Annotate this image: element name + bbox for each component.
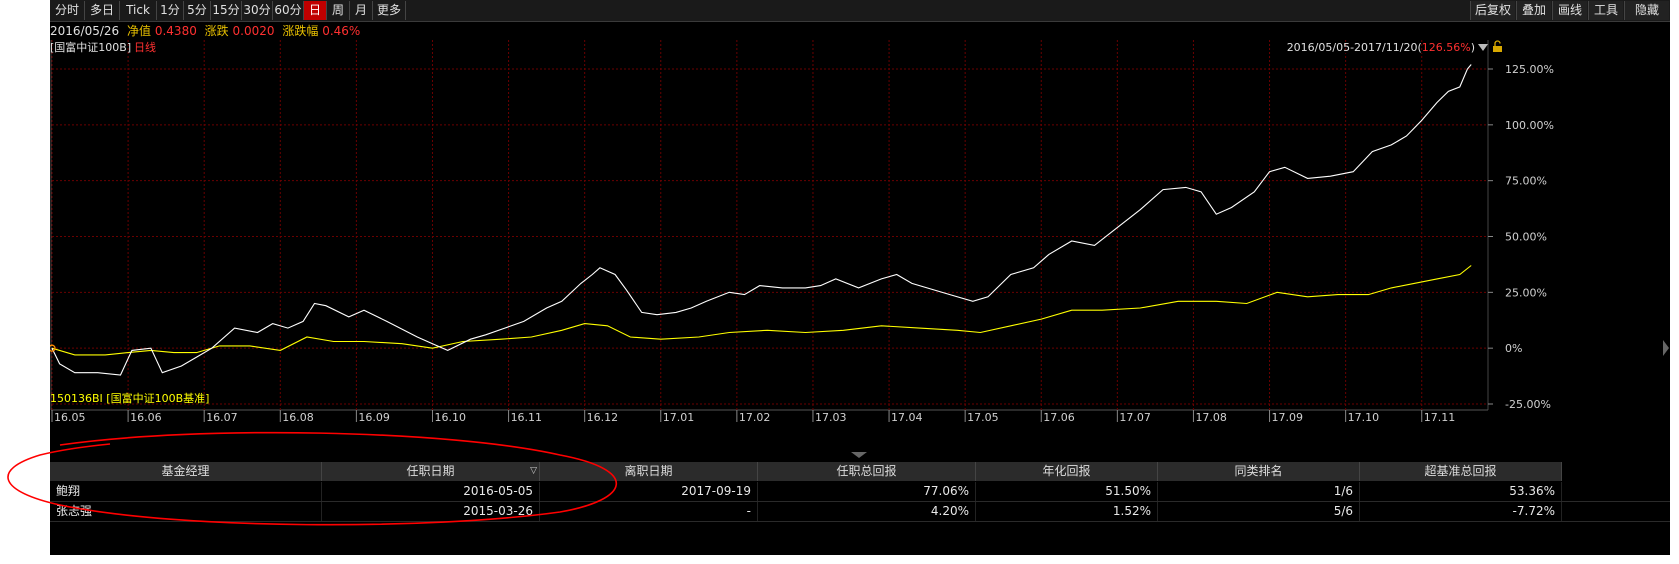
right-scroll-strip[interactable] xyxy=(1662,40,1670,450)
y-tick-label: 25.00% xyxy=(1505,286,1547,299)
col-rank[interactable]: 同类排名 xyxy=(1158,462,1360,481)
quote-bar: 2016/05/26 净值 0.4380 涨跌 0.0020 涨跌幅 0.46% xyxy=(50,22,364,40)
x-tick-label: 17.06 xyxy=(1043,411,1075,424)
table-row[interactable]: 张志强 2015-03-26 - 4.20% 1.52% 5/6 -7.72% xyxy=(50,502,1670,522)
y-tick-label: 0% xyxy=(1505,342,1522,355)
benchmark-series-line xyxy=(51,265,1472,356)
y-tick-label: 75.00% xyxy=(1505,175,1547,188)
x-tick-label: 17.04 xyxy=(891,411,923,424)
tab-2[interactable]: 多日 xyxy=(85,1,120,20)
y-tick-label: 50.00% xyxy=(1505,231,1547,244)
tab-1[interactable]: 分时 xyxy=(50,1,85,20)
col-total-return[interactable]: 任职总回报 xyxy=(758,462,976,481)
tab-4[interactable]: 1分 xyxy=(157,1,184,20)
cell-manager: 鲍翔 xyxy=(50,482,322,501)
cell-start-date: 2015-03-26 xyxy=(322,502,540,521)
x-tick-label: 17.03 xyxy=(815,411,847,424)
table-row[interactable]: 鲍翔 2016-05-05 2017-09-19 77.06% 51.50% 1… xyxy=(50,482,1670,502)
change-label: 涨跌 xyxy=(204,24,229,38)
tool-button-2[interactable]: 叠加 xyxy=(1516,1,1551,20)
tab-3[interactable]: Tick xyxy=(120,1,157,20)
change-pct-value: 0.46% xyxy=(322,24,361,38)
col-excess-return[interactable]: 超基准总回报 xyxy=(1360,462,1562,481)
tool-buttons: 后复权 叠加 画线 工具 隐藏 xyxy=(1470,0,1670,21)
start-marker xyxy=(50,344,56,352)
tool-button-1[interactable]: 后复权 xyxy=(1470,1,1515,20)
chart-grid xyxy=(51,40,1488,410)
y-axis: 125.00% 100.00% 75.00% 50.00% 25.00% 0% -25.00… xyxy=(1488,63,1554,411)
table-header: 基金经理 任职日期 ▽ 离职日期 任职总回报 年化回报 同类排名 超基准总回报 xyxy=(50,462,1670,481)
change-value: 0.0020 xyxy=(232,24,275,38)
chart-series xyxy=(51,64,1472,376)
panel-resize-handle[interactable] xyxy=(851,452,867,458)
x-tick-label: 16.05 xyxy=(54,411,86,424)
col-manager[interactable]: 基金经理 xyxy=(50,462,322,481)
lock-icon[interactable] xyxy=(1493,40,1502,52)
col-start-date[interactable]: 任职日期 ▽ xyxy=(322,462,540,481)
cell-end-date: 2017-09-19 xyxy=(540,482,758,501)
tab-10[interactable]: 周 xyxy=(327,1,350,20)
quote-date: 2016/05/26 xyxy=(50,24,120,38)
cell-annual-return: 51.50% xyxy=(976,482,1158,501)
toolbar: 分时 多日 Tick 1分 5分 15分 30分 60分日周月更多 后复权 叠加 画线 工具 隐藏 xyxy=(50,0,1670,22)
cell-annual-return: 1.52% xyxy=(976,502,1158,521)
col-start-date-label: 任职日期 xyxy=(406,464,455,478)
fund-series-line xyxy=(51,64,1472,376)
chart-fund-name: [国富中证100B] xyxy=(50,40,131,54)
y-tick-label: 100.00% xyxy=(1505,119,1554,132)
range-dates: 2016/05/05-2017/11/20( xyxy=(1287,41,1422,54)
x-tick-label: 17.01 xyxy=(663,411,695,424)
cell-rank: 5/6 xyxy=(1158,502,1360,521)
x-tick-label: 16.12 xyxy=(587,411,619,424)
change-pct-label: 涨跌幅 xyxy=(282,24,319,38)
range-return: 126.56% xyxy=(1422,41,1471,54)
col-end-date[interactable]: 离职日期 xyxy=(540,462,758,481)
x-tick-label: 16.11 xyxy=(511,411,542,424)
tab-6[interactable]: 15分 xyxy=(211,1,242,20)
x-tick-label: 17.07 xyxy=(1119,411,1151,424)
x-tick-label: 16.06 xyxy=(130,411,162,424)
tab-5[interactable]: 5分 xyxy=(184,1,211,20)
cell-end-date: - xyxy=(540,502,758,521)
range-close: ) xyxy=(1471,41,1475,54)
fund-chart-window: 分时 多日 Tick 1分 5分 15分 30分 60分日周月更多 后复权 叠加 画线 工具 隐藏 2… xyxy=(50,0,1670,555)
nav-label: 净值 xyxy=(127,24,152,38)
tool-button-3[interactable]: 画线 xyxy=(1552,1,1587,20)
x-tick-label: 17.02 xyxy=(739,411,771,424)
tool-button-4[interactable]: 工具 xyxy=(1588,1,1623,20)
x-tick-label: 17.08 xyxy=(1195,411,1227,424)
y-tick-label: 125.00% xyxy=(1505,63,1554,76)
benchmark-legend: 150136BI [国富中证100B基准] xyxy=(50,391,209,405)
cell-total-return: 77.06% xyxy=(758,482,976,501)
cell-manager: 张志强 xyxy=(50,502,322,521)
tab-11[interactable]: 月 xyxy=(350,1,373,20)
col-annual-return[interactable]: 年化回报 xyxy=(976,462,1158,481)
cell-excess-return: 53.36% xyxy=(1360,482,1562,501)
x-tick-label: 16.08 xyxy=(282,411,314,424)
x-tick-label: 16.09 xyxy=(358,411,390,424)
tool-button-5[interactable]: 隐藏 xyxy=(1624,1,1669,20)
x-tick-label: 17.05 xyxy=(967,411,999,424)
tab-8[interactable]: 60分 xyxy=(273,1,304,20)
performance-chart[interactable]: 16.05 16.06 16.07 16.08 16.09 16.10 16.11 16.12… xyxy=(50,40,1670,452)
sort-icon: ▽ xyxy=(530,466,537,476)
range-dropdown-icon[interactable] xyxy=(1478,44,1488,51)
x-tick-label: 16.07 xyxy=(206,411,238,424)
x-tick-label: 16.10 xyxy=(434,411,466,424)
x-axis: 16.05 16.06 16.07 16.08 16.09 16.10 16.11 16.12… xyxy=(51,410,1456,424)
x-tick-label: 17.11 xyxy=(1424,411,1456,424)
x-tick-label: 17.09 xyxy=(1272,411,1304,424)
range-label[interactable]: 2016/05/05-2017/11/20(126.56%) xyxy=(1287,41,1475,54)
cell-rank: 1/6 xyxy=(1158,482,1360,501)
cell-excess-return: -7.72% xyxy=(1360,502,1562,521)
tab-9[interactable]: 日 xyxy=(304,1,327,20)
chart-period: 日线 xyxy=(134,40,156,54)
y-tick-label: -25.00% xyxy=(1505,398,1551,411)
nav-value: 0.4380 xyxy=(154,24,197,38)
cell-start-date: 2016-05-05 xyxy=(322,482,540,501)
tab-7[interactable]: 30分 xyxy=(242,1,273,20)
cell-total-return: 4.20% xyxy=(758,502,976,521)
x-tick-label: 17.10 xyxy=(1348,411,1380,424)
tab-12[interactable]: 更多 xyxy=(373,1,406,20)
